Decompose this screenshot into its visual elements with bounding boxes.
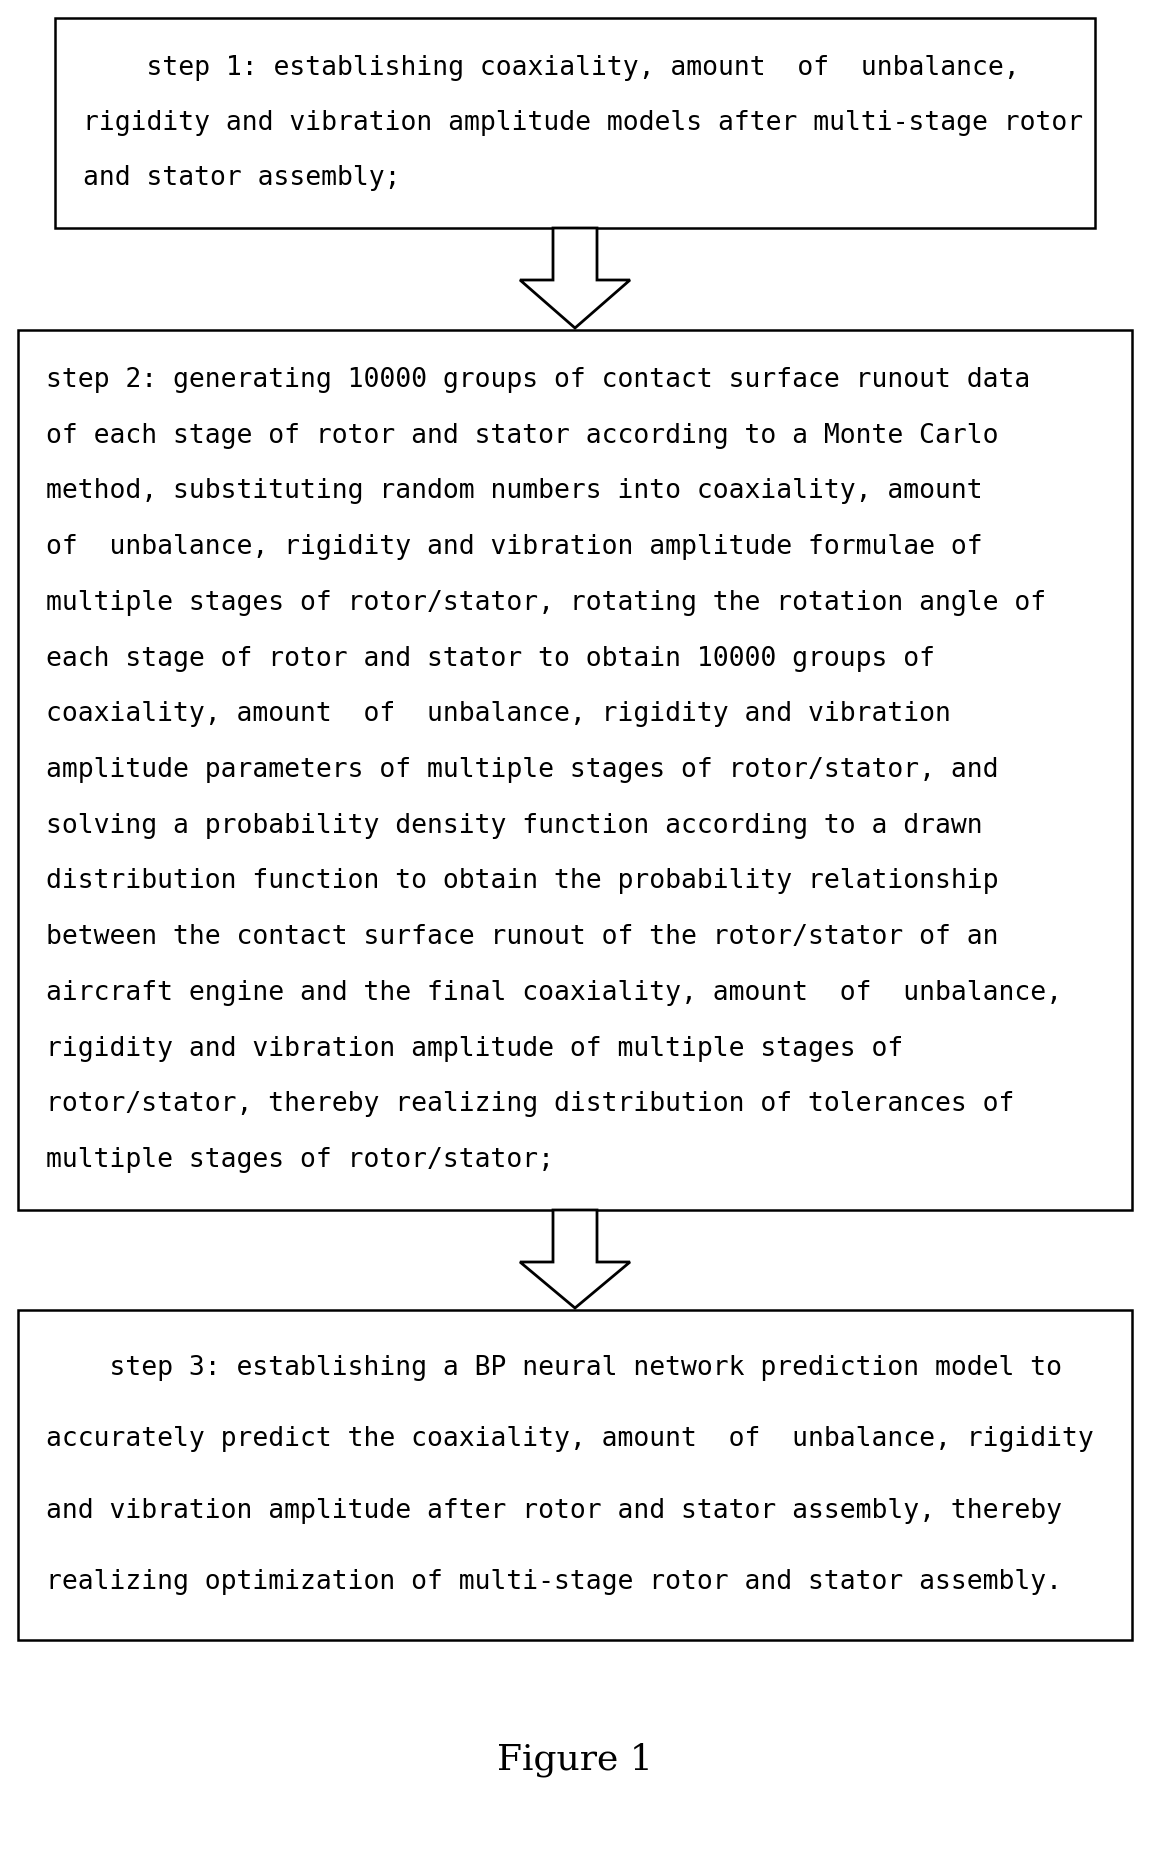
Text: of each stage of rotor and stator according to a Monte Carlo: of each stage of rotor and stator accord… [46,422,998,448]
Text: between the contact surface runout of the rotor/stator of an: between the contact surface runout of th… [46,924,998,950]
Text: step 2: generating 10000 groups of contact surface runout data: step 2: generating 10000 groups of conta… [46,366,1030,392]
Text: each stage of rotor and stator to obtain 10000 groups of: each stage of rotor and stator to obtain… [46,645,935,671]
Text: coaxiality, amount  of  unbalance, rigidity and vibration: coaxiality, amount of unbalance, rigidit… [46,701,951,727]
Text: solving a probability density function according to a drawn: solving a probability density function a… [46,812,982,838]
Polygon shape [520,1210,630,1309]
Text: aircraft engine and the final coaxiality, amount  of  unbalance,: aircraft engine and the final coaxiality… [46,980,1061,1006]
Text: and vibration amplitude after rotor and stator assembly, thereby: and vibration amplitude after rotor and … [46,1498,1061,1524]
Text: distribution function to obtain the probability relationship: distribution function to obtain the prob… [46,868,998,894]
Text: step 3: establishing a BP neural network prediction model to: step 3: establishing a BP neural network… [46,1355,1061,1381]
Bar [18,331,1132,1210]
Text: rigidity and vibration amplitude of multiple stages of: rigidity and vibration amplitude of mult… [46,1035,903,1061]
Text: rotor/stator, thereby realizing distribution of tolerances of: rotor/stator, thereby realizing distribu… [46,1091,1014,1117]
Text: amplitude parameters of multiple stages of rotor/stator, and: amplitude parameters of multiple stages … [46,757,998,783]
Text: rigidity and vibration amplitude models after multi-stage rotor: rigidity and vibration amplitude models … [83,110,1083,136]
Text: realizing optimization of multi-stage rotor and stator assembly.: realizing optimization of multi-stage ro… [46,1569,1061,1595]
Text: of  unbalance, rigidity and vibration amplitude formulae of: of unbalance, rigidity and vibration amp… [46,534,982,560]
Text: Figure 1: Figure 1 [497,1742,653,1777]
Text: method, substituting random numbers into coaxiality, amount: method, substituting random numbers into… [46,478,982,504]
Polygon shape [520,229,630,327]
Text: multiple stages of rotor/stator, rotating the rotation angle of: multiple stages of rotor/stator, rotatin… [46,589,1046,615]
Text: and stator assembly;: and stator assembly; [83,165,400,191]
Bar [55,19,1095,229]
Text: multiple stages of rotor/stator;: multiple stages of rotor/stator; [46,1147,554,1173]
Text: step 1: establishing coaxiality, amount  of  unbalance,: step 1: establishing coaxiality, amount … [83,54,1020,80]
Text: accurately predict the coaxiality, amount  of  unbalance, rigidity: accurately predict the coaxiality, amoun… [46,1426,1094,1452]
Bar [18,1311,1132,1640]
